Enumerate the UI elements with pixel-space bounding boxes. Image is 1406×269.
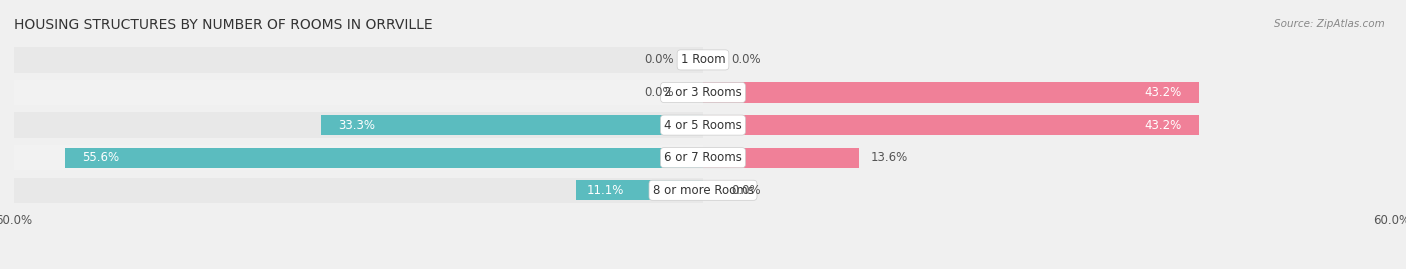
Bar <box>14 145 703 170</box>
Bar <box>575 180 703 200</box>
Bar <box>65 148 703 168</box>
Bar <box>14 112 703 138</box>
Bar <box>14 178 703 203</box>
Text: 8 or more Rooms: 8 or more Rooms <box>652 184 754 197</box>
Text: 33.3%: 33.3% <box>337 119 375 132</box>
Bar <box>703 148 859 168</box>
Bar <box>703 82 1199 102</box>
Text: 1 Room: 1 Room <box>681 54 725 66</box>
Text: 0.0%: 0.0% <box>645 86 675 99</box>
Text: 11.1%: 11.1% <box>588 184 624 197</box>
Text: 4 or 5 Rooms: 4 or 5 Rooms <box>664 119 742 132</box>
Text: 2 or 3 Rooms: 2 or 3 Rooms <box>664 86 742 99</box>
Text: 43.2%: 43.2% <box>1144 119 1182 132</box>
Bar <box>703 115 1199 135</box>
Text: 0.0%: 0.0% <box>731 54 761 66</box>
Text: 55.6%: 55.6% <box>82 151 120 164</box>
Text: 43.2%: 43.2% <box>1144 86 1182 99</box>
Text: HOUSING STRUCTURES BY NUMBER OF ROOMS IN ORRVILLE: HOUSING STRUCTURES BY NUMBER OF ROOMS IN… <box>14 18 433 32</box>
Bar <box>14 47 703 73</box>
Bar <box>14 80 703 105</box>
Text: Source: ZipAtlas.com: Source: ZipAtlas.com <box>1274 19 1385 29</box>
Text: 0.0%: 0.0% <box>731 184 761 197</box>
Text: 6 or 7 Rooms: 6 or 7 Rooms <box>664 151 742 164</box>
Bar <box>321 115 703 135</box>
Text: 13.6%: 13.6% <box>870 151 908 164</box>
Text: 0.0%: 0.0% <box>645 54 675 66</box>
